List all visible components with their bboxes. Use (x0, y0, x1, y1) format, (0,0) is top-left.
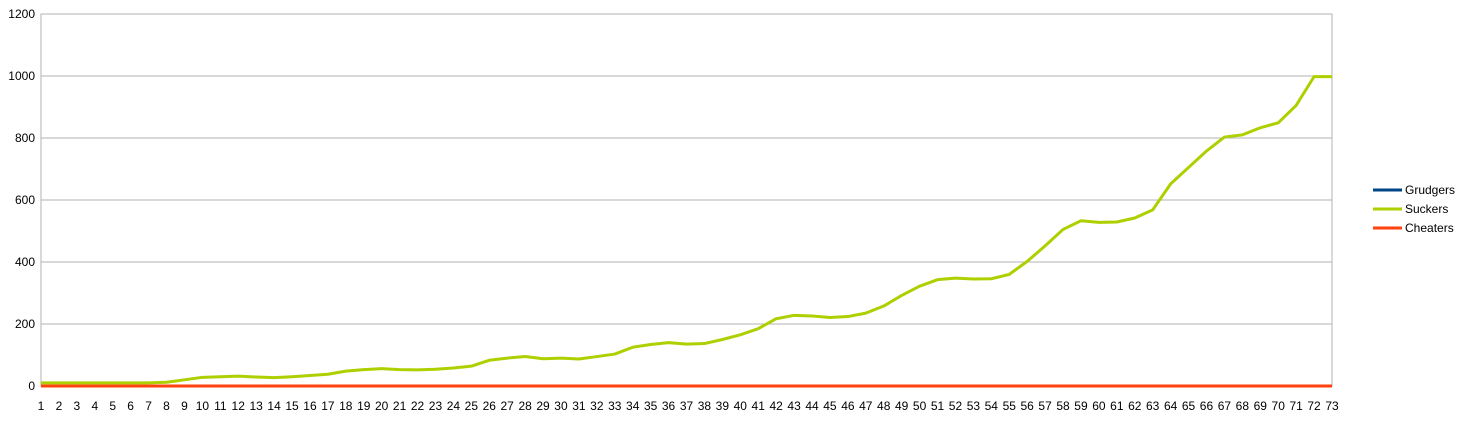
x-tick-label: 22 (411, 399, 425, 413)
y-tick-label: 0 (28, 379, 35, 393)
x-tick-label: 24 (447, 399, 461, 413)
x-tick-label: 31 (572, 399, 586, 413)
legend-label: Suckers (1405, 202, 1448, 216)
series-lines (41, 75, 1332, 388)
x-tick-label: 23 (429, 399, 443, 413)
x-tick-label: 19 (357, 399, 371, 413)
x-tick-label: 10 (196, 399, 210, 413)
x-tick-label: 47 (859, 399, 873, 413)
x-tick-label: 72 (1307, 399, 1321, 413)
x-tick-label: 17 (321, 399, 335, 413)
x-tick-label: 59 (1074, 399, 1088, 413)
x-tick-label: 55 (1003, 399, 1017, 413)
x-tick-label: 38 (698, 399, 712, 413)
x-tick-label: 35 (644, 399, 658, 413)
x-tick-label: 45 (823, 399, 837, 413)
x-tick-label: 18 (339, 399, 353, 413)
x-tick-label: 48 (877, 399, 891, 413)
x-tick-label: 6 (127, 399, 134, 413)
y-tick-label: 800 (15, 131, 35, 145)
x-tick-label: 53 (967, 399, 981, 413)
x-tick-label: 62 (1128, 399, 1142, 413)
x-tick-label: 70 (1272, 399, 1286, 413)
legend-label: Grudgers (1405, 183, 1455, 197)
y-axis-tick-labels: 0 200 400 600 800 1000 1200 (8, 7, 35, 393)
x-tick-label: 36 (662, 399, 676, 413)
x-tick-label: 69 (1254, 399, 1268, 413)
x-tick-label: 40 (734, 399, 748, 413)
x-tick-label: 25 (465, 399, 479, 413)
x-tick-label: 41 (752, 399, 766, 413)
x-tick-label: 11 (214, 399, 227, 413)
x-tick-label: 8 (163, 399, 170, 413)
x-tick-label: 63 (1146, 399, 1160, 413)
y-tick-label: 1200 (8, 7, 35, 21)
x-tick-label: 57 (1038, 399, 1052, 413)
x-tick-label: 64 (1164, 399, 1178, 413)
y-tick-label: 400 (15, 255, 35, 269)
x-tick-label: 14 (267, 399, 281, 413)
x-tick-label: 42 (769, 399, 783, 413)
x-tick-label: 71 (1289, 399, 1303, 413)
x-tick-label: 32 (590, 399, 604, 413)
x-tick-label: 60 (1092, 399, 1106, 413)
y-tick-label: 600 (15, 193, 35, 207)
x-tick-label: 4 (91, 399, 98, 413)
y-tick-label: 1000 (8, 69, 35, 83)
x-tick-label: 39 (716, 399, 730, 413)
x-tick-label: 9 (181, 399, 188, 413)
x-tick-label: 58 (1056, 399, 1070, 413)
x-tick-label: 29 (536, 399, 550, 413)
series-line-suckers (41, 75, 1332, 385)
x-tick-label: 27 (501, 399, 515, 413)
x-tick-label: 2 (56, 399, 63, 413)
x-tick-label: 66 (1200, 399, 1214, 413)
legend-label: Cheaters (1405, 221, 1454, 235)
x-tick-label: 15 (285, 399, 299, 413)
x-tick-label: 50 (913, 399, 927, 413)
x-axis-tick-labels: 1 2 3 4 5 6 7 8 9 10 11 12 13 14 15 16 17 18 19 20 21 22 23 24 2… (38, 399, 1339, 413)
x-tick-label: 33 (608, 399, 622, 413)
x-tick-label: 26 (483, 399, 497, 413)
x-tick-label: 73 (1325, 399, 1339, 413)
x-tick-label: 7 (145, 399, 152, 413)
x-tick-label: 21 (393, 399, 407, 413)
x-tick-label: 20 (375, 399, 389, 413)
x-tick-label: 44 (805, 399, 819, 413)
x-tick-label: 34 (626, 399, 640, 413)
x-tick-label: 46 (841, 399, 855, 413)
x-tick-label: 1 (38, 399, 45, 413)
x-tick-label: 37 (680, 399, 694, 413)
y-tick-label: 200 (15, 317, 35, 331)
x-tick-label: 68 (1236, 399, 1250, 413)
x-tick-label: 52 (949, 399, 963, 413)
x-tick-label: 12 (232, 399, 246, 413)
x-tick-label: 43 (787, 399, 801, 413)
x-tick-label: 67 (1218, 399, 1232, 413)
x-tick-label: 3 (74, 399, 81, 413)
x-tick-label: 49 (895, 399, 909, 413)
x-tick-label: 54 (985, 399, 999, 413)
gridlines (41, 13, 1332, 387)
x-tick-label: 16 (303, 399, 317, 413)
x-tick-label: 56 (1021, 399, 1035, 413)
x-tick-label: 30 (554, 399, 568, 413)
x-tick-label: 28 (518, 399, 532, 413)
x-tick-label: 5 (109, 399, 116, 413)
x-tick-label: 65 (1182, 399, 1196, 413)
x-tick-label: 51 (931, 399, 945, 413)
x-tick-label: 61 (1110, 399, 1124, 413)
legend: Grudgers Suckers Cheaters (1373, 183, 1455, 235)
x-tick-label: 13 (249, 399, 263, 413)
